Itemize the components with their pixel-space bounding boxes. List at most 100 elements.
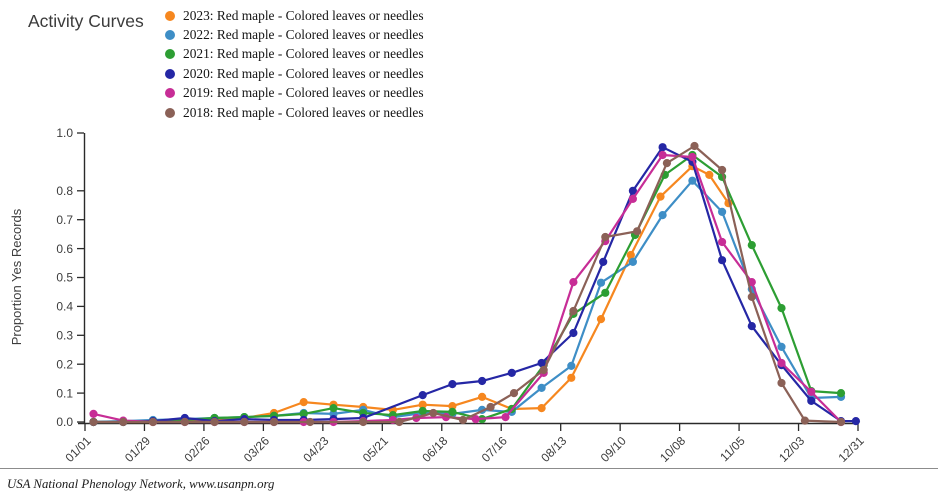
data-point-2018[interactable] [395,417,404,427]
x-tick-label: 01/01 [63,434,94,465]
legend-dot-icon [165,68,175,79]
legend-item-2023[interactable]: 2023: Red maple - Colored leaves or need… [165,6,424,25]
data-point-2020[interactable] [658,143,667,152]
series-line-2022[interactable] [92,179,843,424]
data-point-2018[interactable] [486,402,495,412]
data-point-2020[interactable] [507,368,516,377]
data-point-2022[interactable] [777,342,786,351]
data-point-2018[interactable] [662,159,672,168]
data-point-2018[interactable] [569,306,578,316]
data-point-2020[interactable] [569,328,578,338]
data-point-2019[interactable] [501,413,510,422]
data-point-2021[interactable] [777,304,786,313]
data-point-2021[interactable] [747,241,756,250]
data-point-2018[interactable] [269,417,279,427]
legend-label: 2023: Red maple - Colored leaves or need… [183,7,424,23]
data-point-2018[interactable] [119,417,128,427]
data-point-2018[interactable] [633,227,642,236]
chart-canvas: 0.0 0.1 0.2 0.3 0.4 0.5 0.6 0.7 0.8 1.0 01/01 01/29… [9,126,867,465]
data-point-2019[interactable] [569,278,578,287]
legend-label: 2021: Red maple - Colored leaves or need… [183,46,424,62]
data-point-2020[interactable] [807,396,816,405]
data-point-2020[interactable] [747,322,756,331]
data-point-2019[interactable] [807,387,816,396]
data-point-2018[interactable] [601,232,610,242]
data-point-2018[interactable] [509,389,519,398]
data-point-2021[interactable] [448,407,457,416]
data-point-2018[interactable] [747,292,756,301]
y-tick-label: 0.2 [56,357,73,371]
data-point-2023[interactable] [448,402,457,411]
data-point-2022[interactable] [658,211,667,220]
data-point-2019[interactable] [89,409,98,418]
series-2020[interactable] [89,143,861,427]
data-point-2018[interactable] [240,417,249,427]
data-point-2021[interactable] [836,389,846,398]
data-point-2018[interactable] [148,417,158,427]
legend-item-2022[interactable]: 2022: Red maple - Colored leaves or need… [165,25,424,44]
series-2021[interactable] [89,150,846,427]
data-point-2021[interactable] [601,288,610,297]
data-point-2018[interactable] [210,417,219,427]
data-point-2018[interactable] [180,417,189,427]
legend-item-2021[interactable]: 2021: Red maple - Colored leaves or need… [165,45,424,64]
data-point-2018[interactable] [777,378,786,388]
data-point-2018[interactable] [836,417,846,427]
data-point-2021[interactable] [418,406,427,416]
data-point-2020[interactable] [718,256,727,265]
y-tick-label: 0.8 [56,184,73,198]
data-point-2019[interactable] [658,150,667,160]
data-point-2022[interactable] [688,176,697,185]
legend-item-2018[interactable]: 2018: Red maple - Colored leaves or need… [165,103,424,122]
data-point-2019[interactable] [471,415,480,424]
data-point-2023[interactable] [656,192,665,201]
data-point-2020[interactable] [478,376,487,386]
series-2018[interactable] [89,141,846,427]
data-point-2020[interactable] [418,391,427,400]
legend-item-2019[interactable]: 2019: Red maple - Colored leaves or need… [165,84,424,103]
data-point-2019[interactable] [628,194,638,203]
data-point-2020[interactable] [628,186,638,195]
data-point-2018[interactable] [429,408,438,418]
data-point-2018[interactable] [306,417,315,427]
data-point-2023[interactable] [596,315,606,324]
series-line-2018[interactable] [92,144,843,424]
x-tick-label: 03/26 [241,434,272,465]
data-point-2021[interactable] [329,404,338,413]
data-point-2023[interactable] [418,400,427,409]
data-point-2018[interactable] [539,365,548,375]
data-point-2019[interactable] [718,237,727,247]
data-point-2023[interactable] [705,170,714,179]
data-point-2020[interactable] [599,257,608,266]
data-point-2018[interactable] [89,417,98,427]
legend-item-2020[interactable]: 2020: Red maple - Colored leaves or need… [165,64,424,83]
data-point-2022[interactable] [567,361,576,370]
data-point-2018[interactable] [359,417,368,427]
data-point-2019[interactable] [688,152,697,162]
data-point-2023[interactable] [567,373,576,382]
data-point-2022[interactable] [718,207,727,216]
series-2023[interactable] [89,162,733,427]
data-point-2023[interactable] [299,398,308,407]
x-tick-label: 12/03 [776,434,807,465]
data-point-2018[interactable] [718,165,727,175]
legend-label: 2020: Red maple - Colored leaves or need… [183,65,424,81]
data-point-2023[interactable] [478,392,487,401]
data-point-2018[interactable] [458,415,468,425]
data-point-2022[interactable] [537,383,546,392]
data-point-2022[interactable] [596,278,606,287]
series-line-2023[interactable] [92,165,730,424]
data-point-2019[interactable] [777,358,786,368]
data-point-2018[interactable] [800,416,810,425]
data-point-2022[interactable] [628,257,638,266]
data-point-2018[interactable] [690,141,699,151]
data-point-2023[interactable] [626,250,635,260]
series-line-2021[interactable] [92,153,843,424]
series-line-2020[interactable] [92,146,857,424]
data-point-2021[interactable] [299,409,308,418]
data-point-2020[interactable] [537,358,546,368]
data-point-2023[interactable] [537,404,546,413]
series-2019[interactable] [89,150,846,427]
data-point-2020[interactable] [448,380,457,389]
data-point-2020[interactable] [851,417,861,426]
